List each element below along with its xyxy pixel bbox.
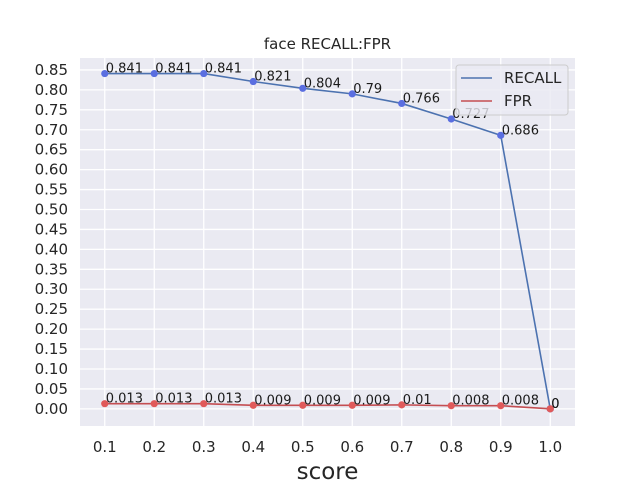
y-tick-label: 0.10	[35, 360, 68, 378]
x-tick-label: 0.7	[390, 438, 414, 456]
x-tick-label: 0.8	[439, 438, 463, 456]
y-tick-label: 0.25	[35, 300, 68, 318]
fpr-point	[101, 400, 109, 408]
recall-series-line	[104, 72, 552, 410]
x-tick-label: 0.1	[93, 438, 117, 456]
fpr-point	[546, 405, 554, 413]
fpr-data-label: 0.008	[452, 394, 489, 409]
y-tick-label: 0.45	[35, 220, 68, 238]
y-tick-label: 0.30	[35, 280, 68, 298]
x-tick-label: 0.2	[142, 438, 166, 456]
legend-label-fpr: FPR	[504, 92, 532, 110]
fpr-point	[200, 400, 208, 408]
legend-label-recall: RECALL	[504, 69, 562, 87]
x-tick-label: 0.4	[241, 438, 265, 456]
y-tick-label: 0.65	[35, 141, 68, 159]
fpr-data-label: 0.008	[502, 394, 539, 409]
y-tick-label: 0.75	[35, 101, 68, 119]
y-tick-label: 0.35	[35, 260, 68, 278]
recall-point	[447, 115, 455, 123]
y-tick-label: 0.20	[35, 320, 68, 338]
recall-point	[348, 90, 356, 98]
fpr-data-label: 0.013	[106, 392, 143, 407]
fpr-point	[348, 401, 356, 409]
grid	[80, 58, 575, 426]
recall-data-label: 0.821	[254, 70, 291, 85]
fpr-series-line	[104, 402, 551, 410]
recall-data-label: 0.841	[106, 62, 143, 77]
fpr-point	[150, 400, 158, 408]
series-group	[101, 69, 554, 413]
fpr-data-label: 0.013	[155, 392, 192, 407]
recall-data-label: 0	[551, 397, 559, 412]
y-tick-label: 0.70	[35, 121, 68, 139]
y-axis: 0.00 0.05 0.10 0.15 0.20 0.25 0.30 0.35 0.40 0.45…	[35, 61, 68, 418]
fpr-point	[447, 402, 455, 410]
recall-data-label: 0.841	[205, 62, 242, 77]
fpr-data-label: 0.013	[205, 392, 242, 407]
recall-point	[101, 69, 109, 78]
fpr-data-label: 0.009	[304, 393, 341, 408]
x-tick-label: 0.3	[192, 438, 216, 456]
y-tick-label: 0.60	[35, 161, 68, 179]
data-label-group: 0.8410.8410.8410.8210.8040.790.7660.7270…	[106, 62, 560, 412]
x-axis: 0.1 0.2 0.3 0.4 0.5 0.6 0.7 0.8 0.9 1.0	[93, 438, 562, 456]
y-tick-label: 0.80	[35, 81, 68, 99]
recall-point	[398, 99, 406, 108]
y-tick-label: 0.50	[35, 201, 68, 219]
x-tick-label: 0.9	[489, 438, 513, 456]
y-tick-label: 0.00	[35, 400, 68, 418]
chart-title: face RECALL:FPR	[264, 35, 391, 53]
y-tick-label: 0.85	[35, 61, 68, 79]
y-tick-label: 0.05	[35, 380, 68, 398]
recall-point	[497, 131, 505, 139]
fpr-point	[249, 401, 257, 409]
recall-point	[150, 69, 158, 78]
y-tick-label: 0.40	[35, 240, 68, 258]
fpr-data-label: 0.009	[254, 393, 291, 408]
fpr-data-label: 0.01	[403, 393, 432, 408]
x-tick-label: 1.0	[538, 438, 562, 456]
plot-background	[80, 58, 575, 426]
recall-data-label: 0.841	[155, 62, 192, 77]
fpr-data-label: 0.009	[353, 393, 390, 408]
x-tick-label: 0.5	[291, 438, 315, 456]
y-tick-label: 0.15	[35, 340, 68, 358]
fpr-point	[497, 402, 505, 410]
recall-point	[299, 84, 307, 92]
legend: RECALL FPR	[455, 64, 569, 116]
fpr-point	[299, 401, 307, 409]
x-tick-label: 0.6	[340, 438, 364, 456]
recall-point	[249, 77, 257, 86]
x-axis-label: score	[297, 459, 359, 480]
recall-data-label: 0.766	[403, 91, 440, 106]
recall-point	[200, 69, 208, 78]
fpr-point	[398, 401, 406, 409]
recall-data-label: 0.686	[502, 123, 539, 138]
recall-data-label: 0.804	[304, 76, 341, 91]
y-tick-label: 0.55	[35, 181, 68, 199]
fpr-data-label: 0	[551, 397, 559, 412]
recall-data-label: 0.79	[353, 82, 382, 97]
